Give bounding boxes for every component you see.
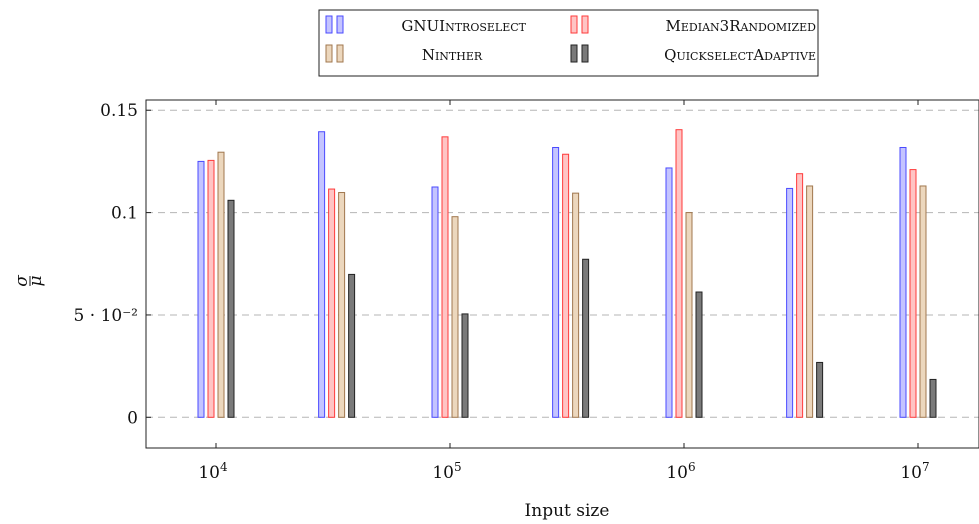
- y-axis: 0 5 · 10⁻² 0.1 0.15: [74, 101, 151, 428]
- bar-gnuintroselect: [665, 167, 673, 418]
- x-tick-exponent: 5: [454, 460, 462, 474]
- x-axis: 104 105 106 107: [198, 100, 930, 483]
- bar-gnuintroselect: [197, 160, 205, 418]
- legend-label-median3randomized: Median3Randomized: [666, 17, 817, 35]
- bar-ninther: [338, 192, 346, 418]
- bar-median3randomized: [562, 153, 570, 418]
- plot-border: [145, 99, 979, 449]
- bar-ninther: [919, 185, 927, 418]
- bar-ninther: [685, 212, 693, 418]
- bar-quickselectadaptive: [816, 361, 824, 418]
- y-tick-label: 0.15: [100, 101, 138, 121]
- bar-quickselectadaptive: [582, 258, 590, 418]
- bar-quickselectadaptive: [461, 313, 469, 418]
- bar-quickselectadaptive: [695, 291, 703, 418]
- x-tick-label: 104: [198, 460, 228, 483]
- grid-lines: [146, 109, 979, 418]
- legend-swatch-gnuintroselect: [325, 15, 333, 34]
- legend-swatch-median3randomized: [570, 15, 578, 34]
- bar-median3randomized: [328, 188, 336, 418]
- legend-box: [318, 9, 819, 77]
- x-tick-label: 107: [900, 460, 929, 483]
- y-axis-title-numerator: σ: [12, 275, 32, 287]
- x-tick-base: 10: [432, 463, 454, 483]
- plot-frame: [145, 99, 979, 449]
- bar-gnuintroselect: [552, 146, 560, 418]
- x-tick-exponent: 7: [922, 460, 930, 474]
- y-tick-label: 0: [127, 408, 138, 428]
- legend-swatch-gnuintroselect: [336, 15, 344, 34]
- x-tick-base: 10: [666, 463, 688, 483]
- bar-median3randomized: [207, 159, 215, 418]
- x-tick-label: 106: [666, 460, 695, 483]
- x-tick-exponent: 4: [220, 460, 228, 474]
- legend-label-gnuintroselect: GNUIntroselect: [401, 17, 526, 35]
- bar-gnuintroselect: [431, 186, 439, 418]
- y-axis-title: σ μ: [12, 275, 46, 287]
- x-axis-title: Input size: [525, 501, 610, 521]
- legend-label-ninther: Ninther: [422, 46, 483, 64]
- bar-quickselectadaptive: [929, 378, 937, 418]
- legend-label-quickselectadaptive: QuickselectAdaptive: [664, 46, 816, 64]
- bar-quickselectadaptive: [227, 199, 235, 418]
- bar-median3randomized: [796, 173, 804, 418]
- legend-swatch-quickselectadaptive: [581, 44, 589, 63]
- bar-ninther: [217, 151, 225, 418]
- bar-gnuintroselect: [318, 131, 326, 418]
- x-tick-base: 10: [198, 463, 220, 483]
- y-tick-label: 0.1: [111, 204, 138, 224]
- legend-swatch-ninther: [325, 44, 333, 63]
- x-tick-base: 10: [900, 463, 922, 483]
- legend-swatch-quickselectadaptive: [570, 44, 578, 63]
- bar-median3randomized: [909, 169, 917, 418]
- bar-ninther: [451, 216, 459, 418]
- x-tick-label: 105: [432, 460, 461, 483]
- legend-swatch-median3randomized: [581, 15, 589, 34]
- bar-median3randomized: [441, 136, 449, 418]
- bar-ninther: [806, 185, 814, 418]
- y-tick-label: 5 · 10⁻²: [74, 306, 138, 326]
- bar-median3randomized: [675, 129, 683, 418]
- bar-quickselectadaptive: [348, 273, 356, 418]
- x-tick-exponent: 6: [688, 460, 696, 474]
- legend: GNUIntroselect Median3Randomized Ninther Qu…: [318, 9, 819, 77]
- bar-gnuintroselect: [899, 146, 907, 418]
- bar-gnuintroselect: [786, 187, 794, 418]
- bar-ninther: [572, 192, 580, 418]
- bars: [197, 129, 937, 418]
- legend-swatch-ninther: [336, 44, 344, 63]
- y-axis-title-denominator: μ: [26, 275, 46, 286]
